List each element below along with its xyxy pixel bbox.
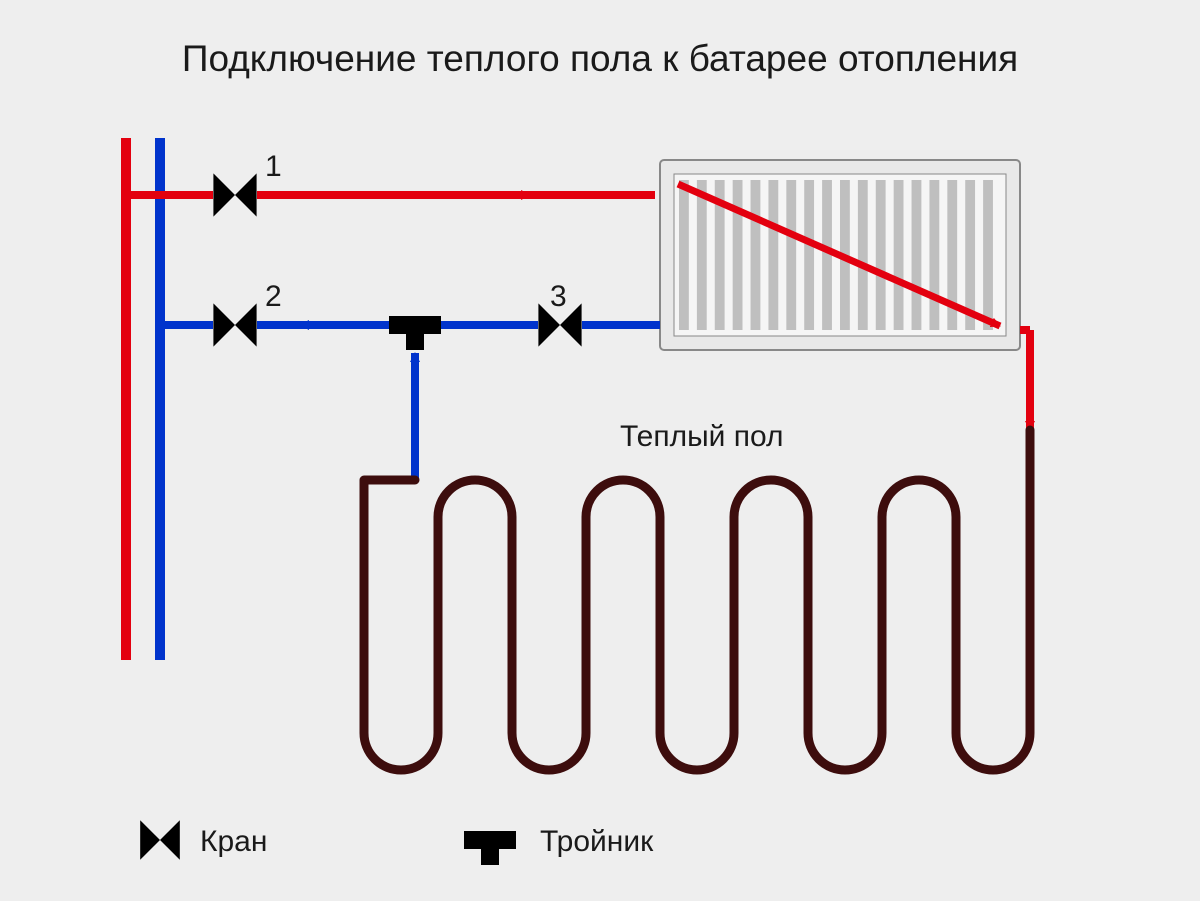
- valve-icon: [213, 173, 256, 216]
- floor-coil: [364, 430, 1030, 770]
- label-floor_label: Теплый пол: [620, 420, 784, 454]
- tee-icon: [389, 316, 441, 350]
- diagram-canvas: [0, 0, 1200, 901]
- label-valve3: 3: [550, 280, 567, 314]
- label-valve2: 2: [265, 280, 282, 314]
- valve-icon: [140, 820, 180, 860]
- tee-icon: [464, 831, 516, 865]
- valve-icon: [213, 303, 256, 346]
- label-valve1: 1: [265, 150, 282, 184]
- legend-tee-label: Тройник: [540, 825, 653, 859]
- legend-valve-label: Кран: [200, 825, 267, 859]
